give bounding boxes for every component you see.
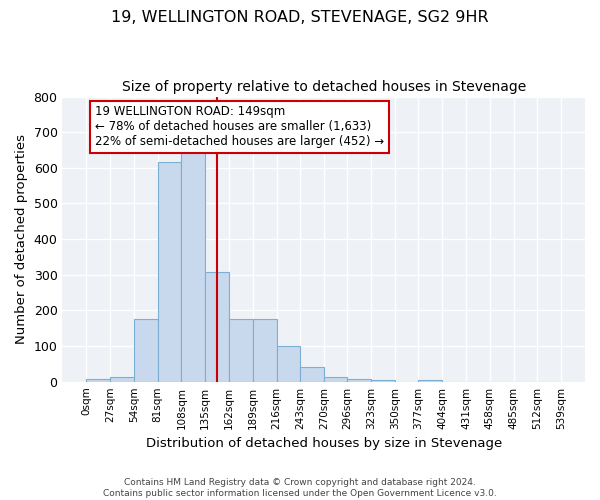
Bar [253,320,277,382]
Bar [181,150,205,382]
Bar [205,272,229,382]
Bar [347,379,371,382]
Text: 19, WELLINGTON ROAD, STEVENAGE, SG2 9HR: 19, WELLINGTON ROAD, STEVENAGE, SG2 9HR [111,10,489,25]
Bar [158,162,181,382]
Bar [301,368,324,382]
Bar [134,320,158,382]
Bar [86,379,110,382]
Bar [277,346,301,382]
Text: 19 WELLINGTON ROAD: 149sqm
← 78% of detached houses are smaller (1,633)
22% of s: 19 WELLINGTON ROAD: 149sqm ← 78% of deta… [95,106,384,148]
Title: Size of property relative to detached houses in Stevenage: Size of property relative to detached ho… [122,80,526,94]
Bar [371,380,395,382]
X-axis label: Distribution of detached houses by size in Stevenage: Distribution of detached houses by size … [146,437,502,450]
Text: Contains HM Land Registry data © Crown copyright and database right 2024.
Contai: Contains HM Land Registry data © Crown c… [103,478,497,498]
Bar [229,320,253,382]
Y-axis label: Number of detached properties: Number of detached properties [15,134,28,344]
Bar [110,377,134,382]
Bar [418,380,442,382]
Bar [324,376,347,382]
